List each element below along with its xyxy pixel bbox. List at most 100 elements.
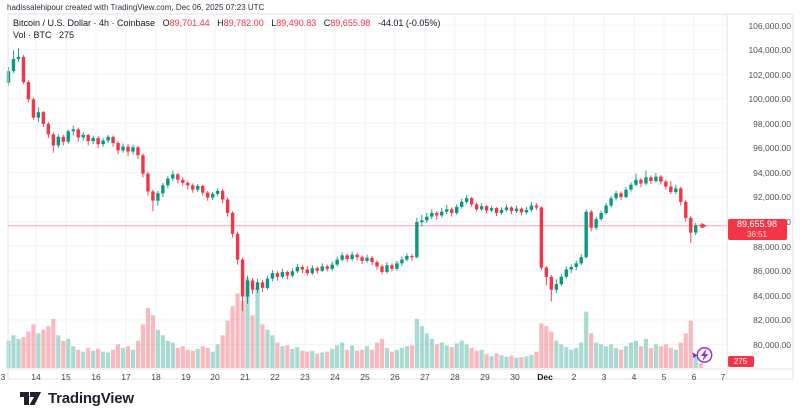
volume-bar: [335, 345, 340, 368]
last-price-value: 89,655.98: [736, 219, 778, 229]
candle-body: [275, 273, 280, 277]
volume-bar: [155, 329, 160, 368]
volume-bar: [633, 340, 639, 368]
price-tick-label: 88,000.00: [753, 241, 791, 252]
volume-bar: [509, 355, 514, 368]
candle-body: [405, 255, 409, 260]
volume-bar: [389, 351, 395, 368]
candle-body: [385, 265, 389, 272]
volume-bar: [574, 347, 579, 368]
time-axis[interactable]: 3 14 15 16 17 18 19 20 21 22 23 24 25 26 27 28 29 30 Dec 2 3…: [0, 369, 793, 382]
chart-pane[interactable]: [8, 14, 727, 369]
volume-bar: [464, 344, 469, 368]
candle-body: [479, 206, 484, 210]
volume-bar: [36, 333, 41, 368]
candle-body: [56, 136, 60, 146]
volume-bar: [26, 331, 31, 368]
volume-bar: [81, 351, 86, 368]
symbol-title[interactable]: Bitcoin / U.S. Dollar · 4h · Coinbase: [13, 18, 156, 28]
volume-bar: [414, 318, 419, 368]
volume-bar: [698, 362, 703, 368]
candle-body: [564, 269, 568, 277]
volume-bar: [524, 356, 529, 368]
price-tick-label: 92,000.00: [753, 192, 791, 203]
candle-body: [206, 192, 210, 198]
volume-bar: [170, 342, 175, 368]
volume-bar: [409, 345, 414, 368]
candle-body: [11, 59, 16, 72]
tradingview-logo[interactable]: TradingView: [20, 389, 134, 407]
volume-bar: [693, 356, 698, 368]
time-tick-label: 4: [631, 372, 637, 382]
candle-body: [440, 211, 444, 216]
volume-bar: [71, 346, 76, 368]
volume-bar: [658, 346, 663, 368]
time-tick-label: 14: [31, 372, 41, 382]
candle-body: [21, 56, 26, 83]
candle-body: [684, 201, 688, 218]
time-tick-label: 7: [720, 372, 726, 382]
candle-body: [584, 211, 588, 258]
candle-body: [215, 190, 220, 194]
candle-body: [295, 267, 300, 272]
price-pointer-icon: [701, 222, 707, 229]
candle-body: [255, 282, 260, 290]
volume-bar: [285, 345, 290, 368]
candle-body: [425, 216, 429, 221]
time-tick-label: 27: [420, 372, 430, 382]
candle-body: [435, 212, 439, 216]
time-tick-label: 20: [210, 372, 220, 382]
volume-bar: [569, 349, 574, 368]
volume-bar: [668, 347, 673, 368]
volume-bar: [255, 287, 260, 368]
candle-body: [91, 138, 95, 142]
volume-bar: [340, 342, 345, 368]
candle-body: [81, 134, 85, 138]
candle-body: [524, 209, 529, 213]
price-tick-label: 82,000.00: [753, 315, 791, 326]
candle-body: [594, 219, 598, 228]
time-tick-label: 25: [360, 372, 370, 382]
volume-bar: [384, 347, 390, 368]
volume-bar: [648, 347, 654, 368]
candle-body: [549, 276, 554, 290]
time-tick-label: 16: [91, 372, 101, 382]
time-tick-label: 18: [151, 372, 161, 382]
time-tick-label: 5: [661, 372, 667, 382]
volume-bar: [180, 346, 185, 368]
candle-body: [529, 205, 534, 210]
volume-bar: [434, 344, 439, 368]
candle-body: [395, 263, 399, 269]
volume-bar: [549, 331, 554, 368]
volume-bar: [688, 320, 693, 368]
candle-body: [171, 174, 175, 179]
candle-body: [51, 134, 56, 146]
time-tick-label: 28: [450, 372, 460, 382]
tradingview-logo-icon: [20, 392, 41, 405]
volume-bar: [404, 346, 409, 368]
volume-bar: [683, 333, 688, 368]
candle-body: [270, 273, 275, 279]
price-axis[interactable]: 106,000.00 104,000.00 102,000.00 100,000.00…: [727, 0, 800, 380]
candle-body: [61, 136, 65, 142]
candle-body: [265, 278, 270, 288]
volume-bar: [56, 335, 61, 368]
volume-bar: [544, 326, 549, 368]
volume-bar: [673, 349, 678, 368]
volume-bar: [394, 349, 400, 368]
chart-legend: Bitcoin / U.S. Dollar · 4h · Coinbase O8…: [13, 17, 440, 41]
candle-body: [330, 264, 334, 269]
candle-body: [76, 129, 80, 138]
candle-body: [400, 259, 404, 264]
candle-body: [629, 184, 633, 190]
volume-bar: [96, 348, 101, 368]
candle-body: [639, 179, 643, 184]
candle-body: [539, 207, 544, 268]
candle-body: [544, 267, 549, 277]
candle-body: [196, 185, 200, 190]
volume-bar: [135, 340, 141, 368]
last-price-badge: 89,655.98 36:51: [727, 219, 787, 240]
volume-bar: [280, 346, 285, 368]
